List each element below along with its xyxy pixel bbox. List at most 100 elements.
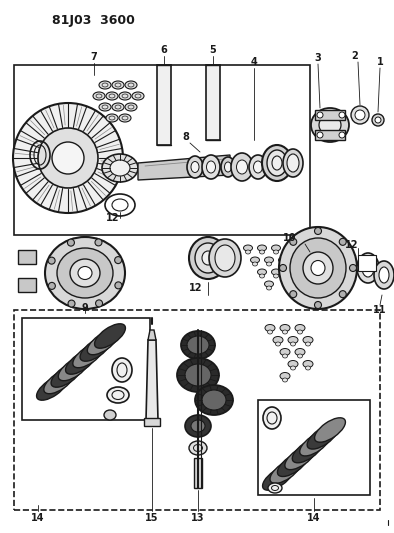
Ellipse shape [209, 239, 241, 277]
Bar [315, 130, 345, 140]
Ellipse shape [48, 257, 55, 264]
Ellipse shape [67, 239, 74, 246]
Ellipse shape [87, 330, 118, 355]
Ellipse shape [37, 376, 67, 400]
Ellipse shape [282, 354, 288, 358]
Ellipse shape [112, 103, 124, 111]
Ellipse shape [65, 350, 97, 374]
Bar [194, 458, 202, 488]
Ellipse shape [288, 360, 298, 367]
Ellipse shape [295, 349, 305, 356]
Ellipse shape [181, 331, 215, 359]
Text: 12: 12 [189, 283, 203, 293]
Ellipse shape [355, 110, 365, 120]
Ellipse shape [115, 282, 122, 289]
Ellipse shape [319, 115, 341, 135]
Ellipse shape [273, 250, 279, 254]
Ellipse shape [95, 324, 125, 348]
Ellipse shape [271, 269, 281, 275]
Ellipse shape [266, 262, 271, 266]
Ellipse shape [189, 441, 207, 455]
Ellipse shape [266, 286, 271, 290]
Ellipse shape [215, 245, 235, 271]
Ellipse shape [295, 325, 305, 332]
Ellipse shape [262, 466, 294, 490]
Ellipse shape [262, 145, 292, 181]
Ellipse shape [231, 153, 253, 181]
Ellipse shape [187, 156, 203, 178]
Polygon shape [146, 340, 158, 420]
Ellipse shape [351, 106, 369, 124]
Ellipse shape [305, 342, 310, 346]
Bar [157, 65, 171, 145]
Ellipse shape [372, 114, 384, 126]
Bar [206, 65, 220, 140]
Ellipse shape [349, 264, 357, 271]
Text: 15: 15 [145, 513, 159, 523]
Ellipse shape [119, 114, 131, 122]
Ellipse shape [317, 112, 323, 118]
Text: 1: 1 [377, 57, 383, 67]
Ellipse shape [57, 248, 113, 298]
Ellipse shape [225, 162, 232, 172]
Text: 5: 5 [210, 45, 216, 55]
Ellipse shape [187, 336, 209, 354]
Ellipse shape [221, 157, 235, 177]
Ellipse shape [189, 237, 227, 279]
Ellipse shape [280, 325, 290, 332]
Ellipse shape [273, 336, 283, 343]
Text: 10: 10 [283, 233, 297, 243]
Ellipse shape [104, 410, 116, 420]
Ellipse shape [265, 325, 275, 332]
Ellipse shape [357, 253, 379, 283]
Ellipse shape [51, 363, 82, 387]
Ellipse shape [245, 250, 251, 254]
Ellipse shape [52, 142, 84, 174]
Ellipse shape [112, 81, 124, 89]
Ellipse shape [314, 228, 322, 235]
Bar [358, 255, 376, 271]
Ellipse shape [260, 274, 264, 278]
Ellipse shape [297, 354, 303, 358]
Ellipse shape [268, 330, 273, 334]
Ellipse shape [300, 432, 331, 456]
Ellipse shape [107, 387, 129, 403]
Ellipse shape [283, 149, 303, 177]
Ellipse shape [314, 418, 346, 442]
Ellipse shape [258, 269, 266, 275]
Ellipse shape [38, 128, 98, 188]
Ellipse shape [185, 364, 211, 386]
Ellipse shape [191, 420, 205, 432]
Ellipse shape [80, 337, 111, 361]
Ellipse shape [297, 330, 303, 334]
Ellipse shape [264, 281, 273, 287]
Ellipse shape [311, 108, 349, 142]
Ellipse shape [305, 366, 310, 370]
Ellipse shape [279, 227, 357, 309]
Ellipse shape [375, 117, 381, 123]
Ellipse shape [362, 259, 374, 277]
Ellipse shape [249, 155, 267, 179]
Ellipse shape [270, 459, 301, 483]
Ellipse shape [195, 385, 233, 415]
Ellipse shape [279, 257, 288, 263]
Ellipse shape [95, 239, 102, 246]
Ellipse shape [268, 483, 282, 493]
Ellipse shape [281, 262, 286, 266]
Text: 11: 11 [373, 305, 387, 315]
Ellipse shape [243, 245, 253, 251]
Ellipse shape [314, 302, 322, 309]
Ellipse shape [292, 438, 323, 463]
Ellipse shape [119, 92, 131, 100]
Ellipse shape [78, 266, 92, 279]
Text: 6: 6 [161, 45, 167, 55]
Bar [315, 110, 345, 120]
Ellipse shape [70, 259, 100, 287]
Text: 14: 14 [31, 513, 45, 523]
Ellipse shape [68, 300, 75, 307]
Text: 12: 12 [345, 240, 359, 250]
Ellipse shape [115, 256, 122, 264]
Ellipse shape [273, 274, 279, 278]
Bar [258, 400, 370, 495]
Ellipse shape [303, 336, 313, 343]
